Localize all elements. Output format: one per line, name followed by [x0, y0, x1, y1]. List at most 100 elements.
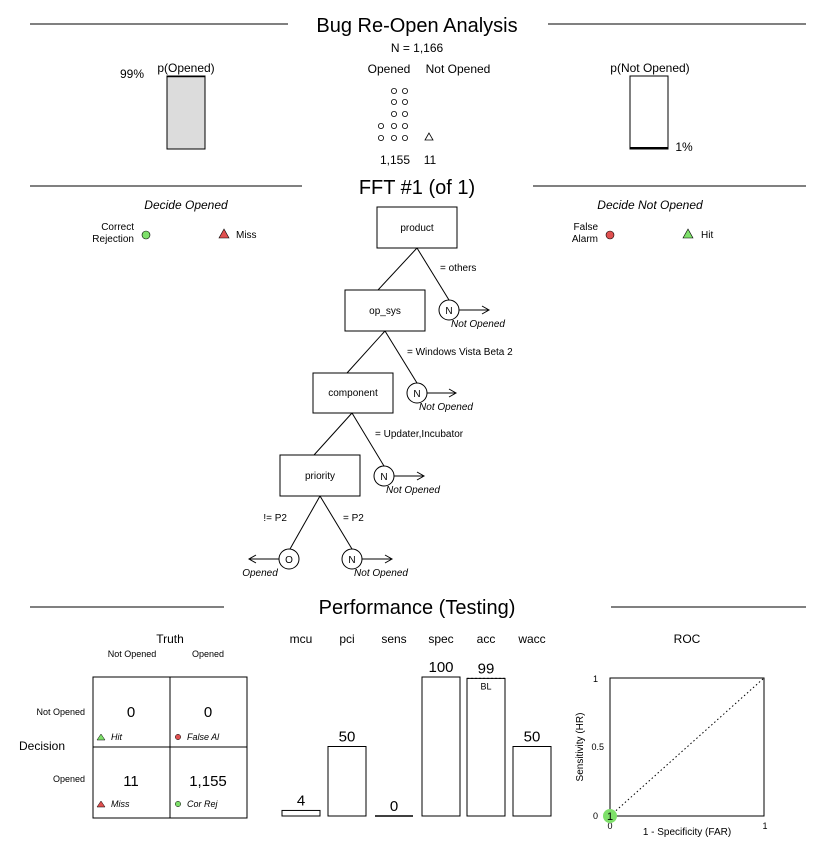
- exit-arrowhead-1: [481, 305, 491, 315]
- metric-label-wacc: wacc: [517, 632, 545, 646]
- opened-count-circle-icon-1: [390, 88, 397, 95]
- not-opened-triangle-icon: [424, 132, 434, 141]
- opened-count-circle-icon-10: [377, 134, 384, 141]
- leaf-n-3: [373, 465, 395, 487]
- cell-false-alarm-label: False Al: [187, 732, 220, 742]
- metric-label-pci: pci: [339, 632, 354, 646]
- roc-ylabel: Sensitivity (HR): [575, 713, 586, 782]
- roc-ytick-0: 0: [593, 811, 598, 821]
- node-priority: [279, 454, 361, 497]
- legend-false-alarm-line1: False: [574, 222, 599, 233]
- fft-title: FFT #1 (of 1): [359, 177, 475, 199]
- metric-label-sens: sens: [381, 632, 406, 646]
- p-opened-value: 99%: [120, 67, 144, 81]
- metric-value-mcu: 4: [297, 792, 305, 809]
- roc-ytick-1: 1: [593, 674, 598, 684]
- metric-value-spec: 100: [428, 659, 453, 676]
- false-alarm-circle-icon: [605, 230, 615, 240]
- leaf-n-2-label: N: [413, 389, 420, 400]
- edge-component-exit: [351, 412, 385, 467]
- p-opened-bar: [166, 76, 206, 150]
- row-opened: Opened: [53, 774, 85, 784]
- leaf-o-label: O: [285, 555, 293, 566]
- opened-count-circle-icon-7: [377, 123, 384, 130]
- metric-label-spec: spec: [428, 632, 453, 646]
- exit-arrowhead-5: [247, 554, 257, 564]
- node-op-sys: [344, 289, 426, 332]
- row-not-opened: Not Opened: [36, 707, 85, 717]
- miss-triangle-icon: [218, 228, 230, 239]
- count-not-opened-label: Not Opened: [426, 62, 491, 76]
- branch-product-exit: = others: [440, 263, 476, 274]
- page-title: Bug Re-Open Analysis: [316, 15, 517, 37]
- cell-miss-triangle-icon: [96, 800, 106, 808]
- metric-value-sens: 0: [390, 798, 398, 815]
- leaf-n-4-caption: Not Opened: [354, 568, 408, 579]
- decide-opened-heading: Decide Opened: [144, 198, 228, 212]
- metric-value-wacc: 50: [524, 729, 541, 746]
- roc-xtick-1: 1: [762, 821, 767, 831]
- branch-priority-right: = P2: [343, 513, 364, 524]
- leaf-n-1-label: N: [445, 306, 452, 317]
- branch-priority-left: != P2: [263, 513, 287, 524]
- metric-bar-acc: [466, 677, 506, 817]
- opened-count-circle-icon-5: [390, 111, 397, 118]
- exit-arrowhead-4: [384, 554, 394, 564]
- col-opened: Opened: [192, 649, 224, 659]
- metric-bar-spec: [421, 676, 461, 817]
- roc-xlabel: 1 - Specificity (FAR): [643, 827, 731, 838]
- legend-correct-rejection-line2: Rejection: [92, 234, 134, 245]
- cell-miss-label: Miss: [111, 799, 130, 809]
- n-label: N = 1,166: [391, 41, 444, 55]
- metric-bars: mcu 4 pci 50 sens 0 spec 100 acc 99 wacc 50 BL: [281, 632, 552, 817]
- leaf-n-3-label: N: [380, 472, 387, 483]
- opened-count-circle-icon-2: [401, 88, 408, 95]
- cell-cor-rej-circle-icon: [175, 801, 181, 807]
- roc-xtick-0: 0: [607, 821, 612, 831]
- opened-count-circle-icon-6: [401, 111, 408, 118]
- correct-rejection-circle-icon: [141, 230, 151, 240]
- exit-arrowhead-3: [416, 471, 426, 481]
- leaf-o: [278, 548, 300, 570]
- exit-arrowhead-2: [448, 388, 458, 398]
- perf-title: Performance (Testing): [319, 597, 516, 619]
- roc-frame: [609, 677, 765, 817]
- count-not-opened-value: 11: [424, 153, 437, 167]
- leaf-n-3-caption: Not Opened: [386, 485, 440, 496]
- cell-cor-rej-label: Cor Rej: [187, 799, 219, 809]
- hit-triangle-icon: [682, 228, 694, 239]
- roc-ytick-05: 0.5: [591, 742, 604, 752]
- metric-label-mcu: mcu: [290, 632, 313, 646]
- legend-hit: Hit: [701, 230, 713, 241]
- metric-value-acc: 99: [478, 660, 495, 677]
- edge-component-priority: [313, 412, 353, 456]
- col-not-opened: Not Opened: [108, 649, 157, 659]
- node-product: [376, 206, 458, 249]
- metric-bar-mcu: [281, 809, 321, 817]
- node-component: [312, 372, 394, 414]
- leaf-n-1-caption: Not Opened: [451, 319, 505, 330]
- branch-op-sys-exit: = Windows Vista Beta 2: [407, 347, 513, 358]
- node-product-label: product: [400, 223, 434, 234]
- legend-false-alarm-line2: Alarm: [572, 234, 598, 245]
- decision-label: Decision: [19, 739, 65, 753]
- leaf-n-2-caption: Not Opened: [419, 402, 473, 413]
- opened-count-circle-icon-3: [390, 99, 397, 106]
- leaf-arrows: [247, 305, 491, 564]
- opened-count-circle-icon-8: [390, 123, 397, 130]
- p-not-opened-value: 1%: [675, 140, 693, 154]
- metric-value-pci: 50: [339, 729, 356, 746]
- edge-priority-left: [289, 495, 321, 550]
- acc-baseline-label: BL: [480, 681, 491, 691]
- cell-hit-triangle-icon: [96, 733, 106, 741]
- p-opened-label: p(Opened): [157, 61, 214, 75]
- leaf-n-4-label: N: [348, 555, 355, 566]
- leaf-n-4: [341, 548, 363, 570]
- opened-count-circle-icon-9: [401, 123, 408, 130]
- cell-false-alarm-value: 0: [204, 704, 212, 721]
- roc-title: ROC: [674, 632, 701, 646]
- p-not-opened-label: p(Not Opened): [610, 61, 689, 75]
- edge-priority-right: [319, 495, 353, 550]
- decide-not-opened-heading: Decide Not Opened: [597, 198, 703, 212]
